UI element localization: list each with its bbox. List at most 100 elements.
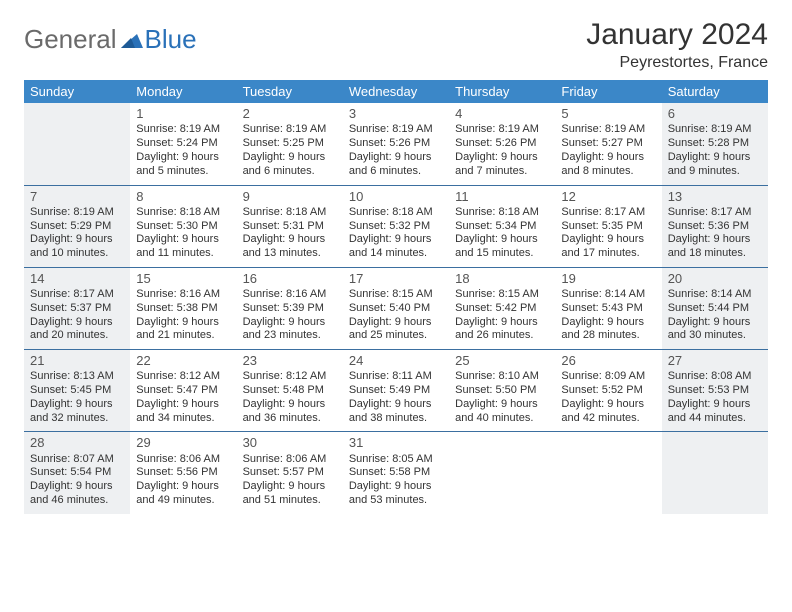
daylight-text: Daylight: 9 hours and 10 minutes.	[30, 233, 124, 261]
day-number: 10	[349, 189, 443, 205]
sunrise-text: Sunrise: 8:18 AM	[349, 206, 443, 220]
day-number: 22	[136, 353, 230, 369]
calendar-day-cell	[449, 432, 555, 514]
calendar-day-cell: 24Sunrise: 8:11 AMSunset: 5:49 PMDayligh…	[343, 350, 449, 432]
day-number: 25	[455, 353, 549, 369]
sunrise-text: Sunrise: 8:12 AM	[136, 370, 230, 384]
calendar-day-cell: 1Sunrise: 8:19 AMSunset: 5:24 PMDaylight…	[130, 103, 236, 185]
day-number: 29	[136, 435, 230, 451]
sunset-text: Sunset: 5:57 PM	[243, 466, 337, 480]
day-number: 7	[30, 189, 124, 205]
sunrise-text: Sunrise: 8:19 AM	[668, 123, 762, 137]
sunrise-text: Sunrise: 8:17 AM	[561, 206, 655, 220]
sunrise-text: Sunrise: 8:11 AM	[349, 370, 443, 384]
calendar-day-cell: 11Sunrise: 8:18 AMSunset: 5:34 PMDayligh…	[449, 185, 555, 267]
header: General Blue January 2024 Peyrestortes, …	[24, 18, 768, 72]
sunrise-text: Sunrise: 8:14 AM	[668, 288, 762, 302]
sunset-text: Sunset: 5:47 PM	[136, 384, 230, 398]
calendar-day-cell: 7Sunrise: 8:19 AMSunset: 5:29 PMDaylight…	[24, 185, 130, 267]
daylight-text: Daylight: 9 hours and 26 minutes.	[455, 316, 549, 344]
sunset-text: Sunset: 5:30 PM	[136, 220, 230, 234]
day-number: 19	[561, 271, 655, 287]
sunset-text: Sunset: 5:31 PM	[243, 220, 337, 234]
calendar-week-row: 21Sunrise: 8:13 AMSunset: 5:45 PMDayligh…	[24, 350, 768, 432]
daylight-text: Daylight: 9 hours and 49 minutes.	[136, 480, 230, 508]
sunset-text: Sunset: 5:26 PM	[455, 137, 549, 151]
sunset-text: Sunset: 5:38 PM	[136, 302, 230, 316]
sunset-text: Sunset: 5:39 PM	[243, 302, 337, 316]
calendar-day-cell: 18Sunrise: 8:15 AMSunset: 5:42 PMDayligh…	[449, 267, 555, 349]
daylight-text: Daylight: 9 hours and 25 minutes.	[349, 316, 443, 344]
calendar-day-cell: 3Sunrise: 8:19 AMSunset: 5:26 PMDaylight…	[343, 103, 449, 185]
calendar-day-cell: 25Sunrise: 8:10 AMSunset: 5:50 PMDayligh…	[449, 350, 555, 432]
daylight-text: Daylight: 9 hours and 5 minutes.	[136, 151, 230, 179]
day-number: 16	[243, 271, 337, 287]
calendar-week-row: 1Sunrise: 8:19 AMSunset: 5:24 PMDaylight…	[24, 103, 768, 185]
daylight-text: Daylight: 9 hours and 7 minutes.	[455, 151, 549, 179]
calendar-day-cell: 20Sunrise: 8:14 AMSunset: 5:44 PMDayligh…	[662, 267, 768, 349]
logo-text-blue: Blue	[145, 24, 197, 55]
day-number: 3	[349, 106, 443, 122]
day-number: 11	[455, 189, 549, 205]
sunrise-text: Sunrise: 8:06 AM	[136, 453, 230, 467]
calendar-day-cell: 17Sunrise: 8:15 AMSunset: 5:40 PMDayligh…	[343, 267, 449, 349]
day-number: 8	[136, 189, 230, 205]
sunset-text: Sunset: 5:26 PM	[349, 137, 443, 151]
daylight-text: Daylight: 9 hours and 23 minutes.	[243, 316, 337, 344]
sunrise-text: Sunrise: 8:10 AM	[455, 370, 549, 384]
sunset-text: Sunset: 5:40 PM	[349, 302, 443, 316]
daylight-text: Daylight: 9 hours and 53 minutes.	[349, 480, 443, 508]
daylight-text: Daylight: 9 hours and 17 minutes.	[561, 233, 655, 261]
sunrise-text: Sunrise: 8:17 AM	[30, 288, 124, 302]
sunrise-text: Sunrise: 8:07 AM	[30, 453, 124, 467]
day-number: 4	[455, 106, 549, 122]
calendar-header-row: Sunday Monday Tuesday Wednesday Thursday…	[24, 80, 768, 103]
day-number: 6	[668, 106, 762, 122]
sunset-text: Sunset: 5:58 PM	[349, 466, 443, 480]
day-header: Thursday	[449, 80, 555, 103]
sunrise-text: Sunrise: 8:06 AM	[243, 453, 337, 467]
calendar-day-cell: 13Sunrise: 8:17 AMSunset: 5:36 PMDayligh…	[662, 185, 768, 267]
day-number: 26	[561, 353, 655, 369]
sunset-text: Sunset: 5:37 PM	[30, 302, 124, 316]
daylight-text: Daylight: 9 hours and 20 minutes.	[30, 316, 124, 344]
day-header: Friday	[555, 80, 661, 103]
calendar-day-cell	[555, 432, 661, 514]
daylight-text: Daylight: 9 hours and 15 minutes.	[455, 233, 549, 261]
daylight-text: Daylight: 9 hours and 32 minutes.	[30, 398, 124, 426]
day-number: 2	[243, 106, 337, 122]
day-number: 27	[668, 353, 762, 369]
day-number: 9	[243, 189, 337, 205]
sunset-text: Sunset: 5:52 PM	[561, 384, 655, 398]
daylight-text: Daylight: 9 hours and 40 minutes.	[455, 398, 549, 426]
calendar-day-cell: 31Sunrise: 8:05 AMSunset: 5:58 PMDayligh…	[343, 432, 449, 514]
day-header: Wednesday	[343, 80, 449, 103]
daylight-text: Daylight: 9 hours and 21 minutes.	[136, 316, 230, 344]
sunrise-text: Sunrise: 8:19 AM	[349, 123, 443, 137]
calendar-week-row: 14Sunrise: 8:17 AMSunset: 5:37 PMDayligh…	[24, 267, 768, 349]
day-header: Saturday	[662, 80, 768, 103]
sunrise-text: Sunrise: 8:15 AM	[349, 288, 443, 302]
daylight-text: Daylight: 9 hours and 14 minutes.	[349, 233, 443, 261]
calendar-day-cell: 23Sunrise: 8:12 AMSunset: 5:48 PMDayligh…	[237, 350, 343, 432]
daylight-text: Daylight: 9 hours and 36 minutes.	[243, 398, 337, 426]
sunrise-text: Sunrise: 8:19 AM	[136, 123, 230, 137]
day-number: 24	[349, 353, 443, 369]
calendar-day-cell: 10Sunrise: 8:18 AMSunset: 5:32 PMDayligh…	[343, 185, 449, 267]
sunrise-text: Sunrise: 8:15 AM	[455, 288, 549, 302]
calendar-day-cell: 9Sunrise: 8:18 AMSunset: 5:31 PMDaylight…	[237, 185, 343, 267]
daylight-text: Daylight: 9 hours and 42 minutes.	[561, 398, 655, 426]
sunrise-text: Sunrise: 8:16 AM	[243, 288, 337, 302]
sunrise-text: Sunrise: 8:05 AM	[349, 453, 443, 467]
title-block: January 2024 Peyrestortes, France	[586, 18, 768, 72]
calendar-day-cell: 4Sunrise: 8:19 AMSunset: 5:26 PMDaylight…	[449, 103, 555, 185]
calendar-day-cell: 6Sunrise: 8:19 AMSunset: 5:28 PMDaylight…	[662, 103, 768, 185]
sunset-text: Sunset: 5:48 PM	[243, 384, 337, 398]
sunrise-text: Sunrise: 8:19 AM	[561, 123, 655, 137]
daylight-text: Daylight: 9 hours and 6 minutes.	[243, 151, 337, 179]
sunset-text: Sunset: 5:24 PM	[136, 137, 230, 151]
sunset-text: Sunset: 5:34 PM	[455, 220, 549, 234]
sunrise-text: Sunrise: 8:08 AM	[668, 370, 762, 384]
logo-text-general: General	[24, 24, 117, 55]
calendar-day-cell: 8Sunrise: 8:18 AMSunset: 5:30 PMDaylight…	[130, 185, 236, 267]
